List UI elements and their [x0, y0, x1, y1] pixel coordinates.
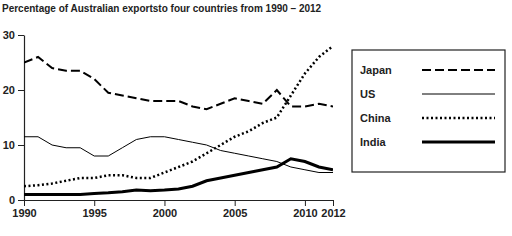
- plot-area: [24, 46, 333, 195]
- legend-label: Japan: [360, 64, 392, 76]
- axis-line: [24, 36, 25, 201]
- legend-label: US: [360, 88, 375, 100]
- legend: Japan US China India: [352, 50, 505, 172]
- tick-label: 2012: [321, 207, 345, 219]
- series-line: [24, 57, 333, 109]
- tick-mark: [164, 200, 165, 206]
- legend-label: India: [360, 136, 387, 148]
- tick: 0: [9, 194, 24, 206]
- legend-swatch: [422, 141, 495, 144]
- tick-mark: [235, 200, 236, 206]
- tick-label: 20: [3, 84, 15, 96]
- tick-label: 10: [3, 139, 15, 151]
- tick: 2010: [293, 200, 317, 219]
- tick-label: 30: [3, 29, 15, 41]
- tick: 1995: [82, 200, 106, 219]
- tick-mark: [94, 200, 95, 206]
- tick-mark: [305, 200, 306, 206]
- tick: 30: [3, 29, 24, 41]
- tick-mark: [18, 90, 24, 91]
- legend-swatch: [422, 69, 495, 71]
- chart: Percentage of Australian exportsto four …: [0, 0, 512, 236]
- tick: 10: [3, 139, 24, 151]
- tick-mark: [18, 35, 24, 36]
- x-axis: 1990 1995 2000 2005 2010 2012: [12, 200, 345, 219]
- tick: 2000: [153, 200, 177, 219]
- series-line: [24, 159, 333, 195]
- series-line: [24, 46, 333, 186]
- tick-label: 0: [9, 194, 15, 206]
- legend-box: [352, 50, 505, 172]
- legend-swatch: [422, 94, 495, 95]
- tick-label: 2005: [223, 207, 247, 219]
- tick-mark: [18, 145, 24, 146]
- tick-label: 1990: [12, 207, 36, 219]
- tick-mark: [24, 200, 25, 206]
- legend-label: China: [360, 112, 391, 124]
- y-axis: 0 10 20 30: [3, 29, 25, 206]
- tick: 20: [3, 84, 24, 96]
- tick-mark: [18, 200, 24, 201]
- tick: 2012: [321, 200, 345, 219]
- tick: 1990: [12, 200, 36, 219]
- axis-line: [25, 200, 334, 201]
- legend-swatch: [422, 117, 495, 120]
- tick-mark: [333, 200, 334, 206]
- title: Percentage of Australian exportsto four …: [2, 3, 322, 14]
- tick: 2005: [223, 200, 247, 219]
- tick-label: 1995: [82, 207, 106, 219]
- tick-label: 2010: [293, 207, 317, 219]
- tick-label: 2000: [153, 207, 177, 219]
